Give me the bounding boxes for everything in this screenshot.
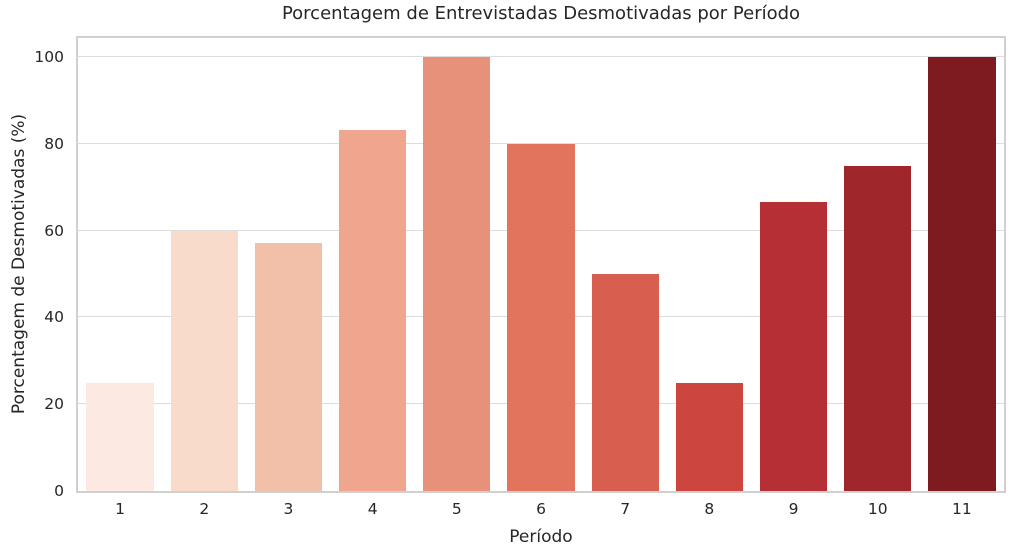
x-tick-label-7: 7: [620, 500, 631, 518]
plot-area: [76, 36, 1006, 493]
bar-periodo-1: [86, 382, 154, 491]
y-tick-label-80: 80: [44, 134, 64, 153]
gridline-y80: [78, 142, 1004, 144]
x-tick-label-10: 10: [867, 500, 888, 518]
y-tick-label-20: 20: [44, 395, 64, 414]
y-axis-label: Porcentagem de Desmotivadas (%): [9, 113, 29, 415]
y-tick-label-60: 60: [44, 221, 64, 240]
y-tick-label-0: 0: [54, 482, 64, 500]
x-tick-label-9: 9: [788, 500, 799, 518]
x-tick-label-4: 4: [367, 500, 378, 518]
y-tick-label-40: 40: [44, 308, 64, 327]
y-tick-label-100: 100: [34, 48, 64, 67]
bar-periodo-6: [507, 143, 575, 491]
bar-periodo-5: [423, 57, 491, 491]
bar-periodo-2: [170, 230, 238, 491]
bar-periodo-3: [254, 243, 323, 491]
x-tick-label-2: 2: [199, 500, 210, 518]
x-tick-label-5: 5: [451, 500, 462, 518]
bar-periodo-4: [338, 129, 407, 491]
bar-periodo-9: [759, 201, 828, 491]
x-tick-label-3: 3: [283, 500, 294, 518]
bar-periodo-7: [591, 274, 659, 491]
bar-periodo-11: [928, 57, 996, 491]
x-axis-label: Período: [509, 527, 573, 547]
x-tick-label-6: 6: [536, 500, 546, 518]
x-tick-label-8: 8: [704, 500, 715, 518]
x-tick-label-11: 11: [952, 500, 972, 518]
x-tick-label-1: 1: [115, 500, 126, 518]
bar-periodo-8: [675, 382, 744, 491]
bar-periodo-10: [844, 165, 912, 491]
chart-title: Porcentagem de Entrevistadas Desmotivada…: [281, 3, 801, 24]
gridline-y100: [78, 56, 1004, 58]
